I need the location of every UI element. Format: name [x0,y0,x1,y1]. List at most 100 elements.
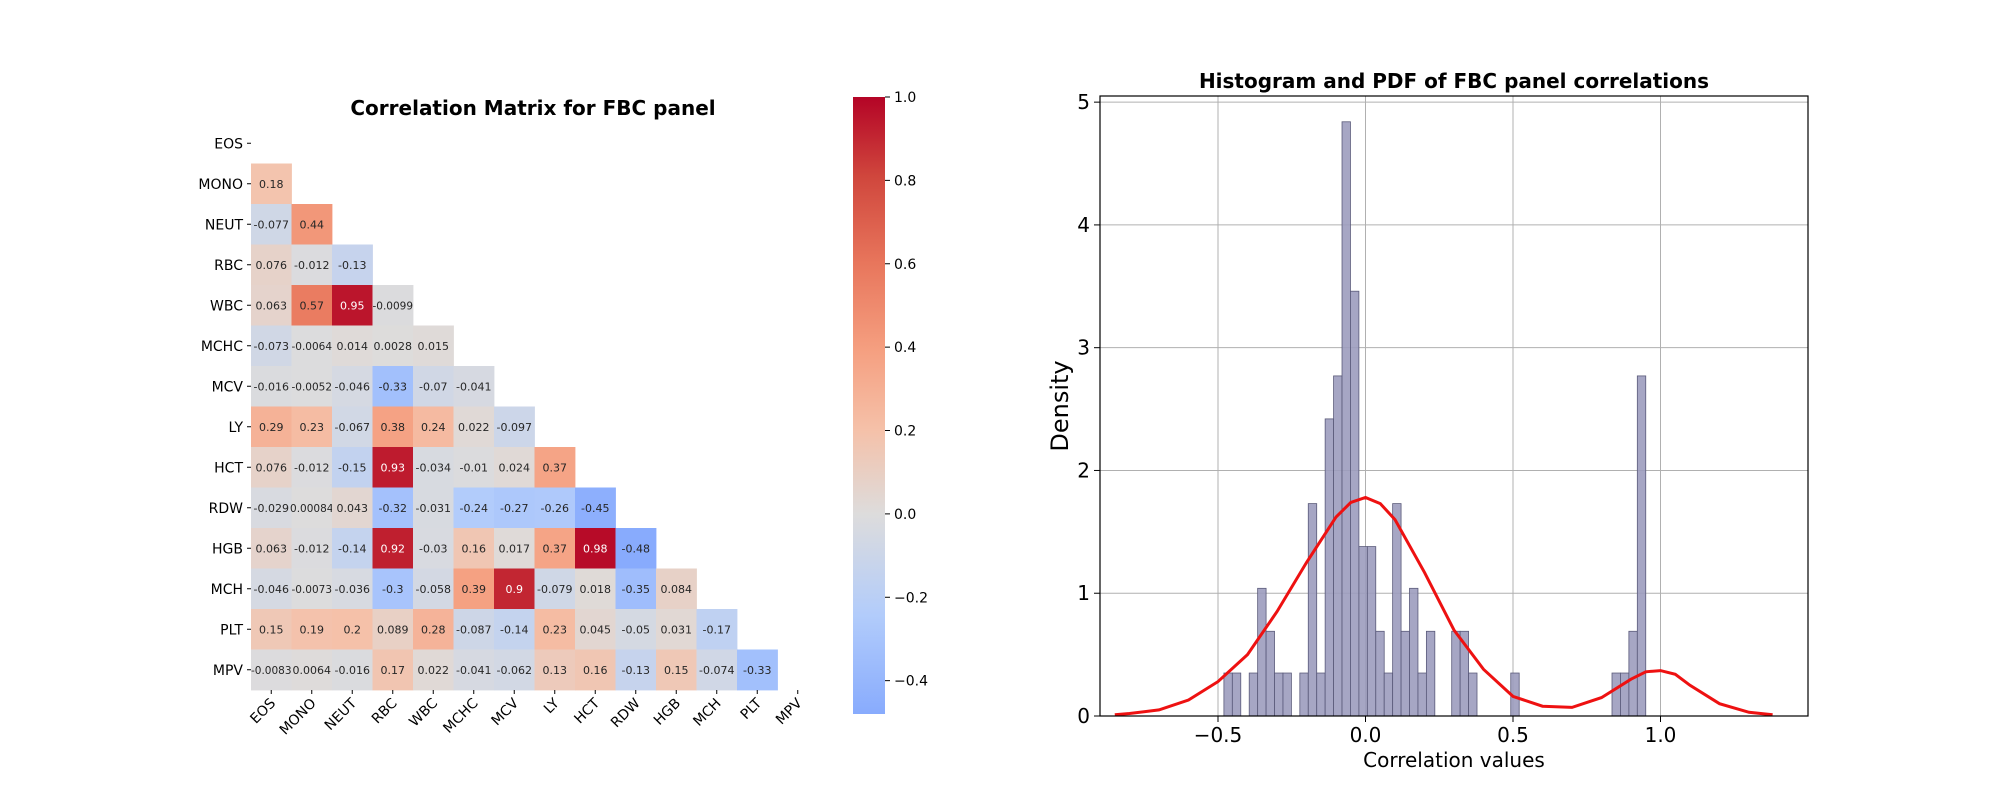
heatmap-cell [615,609,657,650]
heatmap-cell-label: 0.018 [580,583,612,596]
heatmap-cell [332,487,373,529]
heatmap-cell-label: -0.046 [335,380,370,393]
heatmap-cell-label: 0.017 [499,542,531,555]
heatmap-cell [615,528,657,569]
heatmap-cell-label: -0.012 [294,259,329,272]
heatmap-cell [575,649,616,691]
histogram-axes-frame [1099,95,1809,717]
heatmap-cell-label: -0.14 [500,623,528,636]
heatmap-cell-label: -0.17 [703,623,731,636]
heatmap-cell-label: -0.073 [254,340,289,353]
heatmap-cell-label: -0.0073 [291,584,332,596]
heatmap-cell [251,406,292,448]
heatmap-cell-label: 0.024 [499,461,531,474]
heatmap-cell [251,366,292,407]
heatmap-cell-label: -0.33 [379,380,407,393]
heatmap-cell-label: -0.24 [460,502,488,515]
colorbar-tick-label: 0.6 [894,257,916,273]
heatmap-cell [372,609,414,650]
histogram-bar [1231,672,1242,716]
heatmap-cell-label: 0.23 [300,421,325,434]
histogram-bar [1274,672,1284,716]
y-tick-label: 4 [1077,213,1090,237]
histogram-bar [1257,587,1267,716]
histogram-x-axis-label: Correlation values [1363,748,1545,772]
heatmap-cell [291,244,333,286]
heatmap-row-label: MCHC [201,339,243,355]
histogram-bar [1223,672,1233,716]
heatmap-cell [534,447,576,488]
heatmap-cell [534,568,576,610]
heatmap-cell-label: 0.014 [337,340,369,353]
heatmap-cell [332,528,373,569]
heatmap-row-label: PLT [220,622,243,638]
heatmap-cell-label: 0.98 [583,542,608,555]
heatmap-row-label: RDW [209,501,244,517]
correlation-heatmap: Correlation Matrix for FBC panel 0.18 -0.… [198,96,805,738]
heatmap-cell [332,325,373,367]
heatmap-cell-label: 0.29 [259,421,284,434]
heatmap-row-label: RBC [214,258,243,274]
heatmap-cell [291,285,333,326]
y-tick-label: 0 [1077,704,1090,728]
heatmap-cell [372,325,414,367]
histogram-y-ticks: 0 1 2 3 4 5 [1077,90,1100,728]
heatmap-cell-label: -0.48 [622,542,650,555]
histogram-bar [1248,672,1259,716]
histogram-bar [1341,121,1351,716]
histogram-bar [1299,672,1309,716]
colorbar-gradient [853,97,885,714]
heatmap-row-label: LY [229,420,244,436]
heatmap-cell-label: 0.15 [664,664,689,677]
heatmap-cell-label: 0.9 [506,583,524,596]
x-tick-label: 0.5 [1497,723,1529,747]
heatmap-cell [453,366,495,407]
heatmap-cell [534,528,576,569]
histogram-bar [1324,418,1334,716]
heatmap-cell-label: 0.2 [344,623,362,636]
colorbar-tick-label: −0.4 [894,674,928,690]
heatmap-cell [291,528,333,569]
heatmap-cell [332,244,373,286]
heatmap-col-label: RBC [369,695,401,727]
heatmap-col-label: MPV [773,695,806,728]
heatmap-cell-label: 0.063 [256,542,288,555]
histogram-bar [1316,672,1326,716]
histogram-bar [1417,672,1427,716]
heatmap-cell [332,406,373,448]
heatmap-cell [413,609,454,650]
heatmap-cell [291,649,333,691]
heatmap-cell [575,528,616,569]
heatmap-cell [251,325,292,367]
heatmap-cell-label: -0.0064 [291,341,332,353]
heatmap-cell [251,649,292,691]
heatmap-cell-label: -0.0083 [251,665,292,677]
heatmap-cell-label: -0.35 [622,583,650,596]
heatmap-cell-label: -0.036 [335,583,370,596]
histogram-grid [1100,96,1808,717]
histogram-bars [1223,121,1647,716]
heatmap-cell-label: -0.13 [338,259,366,272]
heatmap-cell-label: -0.03 [419,542,447,555]
heatmap-col-label: HCT [571,695,603,727]
heatmap-cell [575,568,616,610]
heatmap-cell-label: 0.16 [583,664,608,677]
heatmap-cell [494,609,535,650]
heatmap-cell-label: 0.93 [381,461,406,474]
heatmap-cell [575,609,616,650]
colorbar-ticks: −0.4 −0.2 0.0 0.2 0.4 0.6 0.8 1.0 [885,90,928,690]
heatmap-cell-label: 0.076 [256,259,288,272]
heatmap-cell-label: 0.022 [418,664,450,677]
heatmap-cell [453,487,495,529]
heatmap-title: Correlation Matrix for FBC panel [350,96,715,120]
heatmap-cell-label: -0.062 [497,664,532,677]
heatmap-cell-label: -0.07 [419,380,447,393]
heatmap-cell-label: 0.015 [418,340,450,353]
histogram-bar [1375,630,1385,716]
colorbar-tick-label: 0.4 [894,340,916,356]
heatmap-cell-label: 0.95 [340,299,365,312]
heatmap-cell-label: -0.041 [456,380,491,393]
heatmap-cell-label: 0.045 [580,623,612,636]
